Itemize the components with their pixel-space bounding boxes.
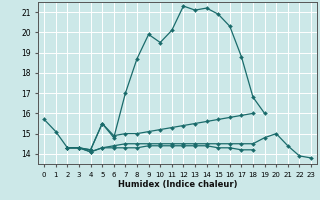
X-axis label: Humidex (Indice chaleur): Humidex (Indice chaleur) xyxy=(118,180,237,189)
